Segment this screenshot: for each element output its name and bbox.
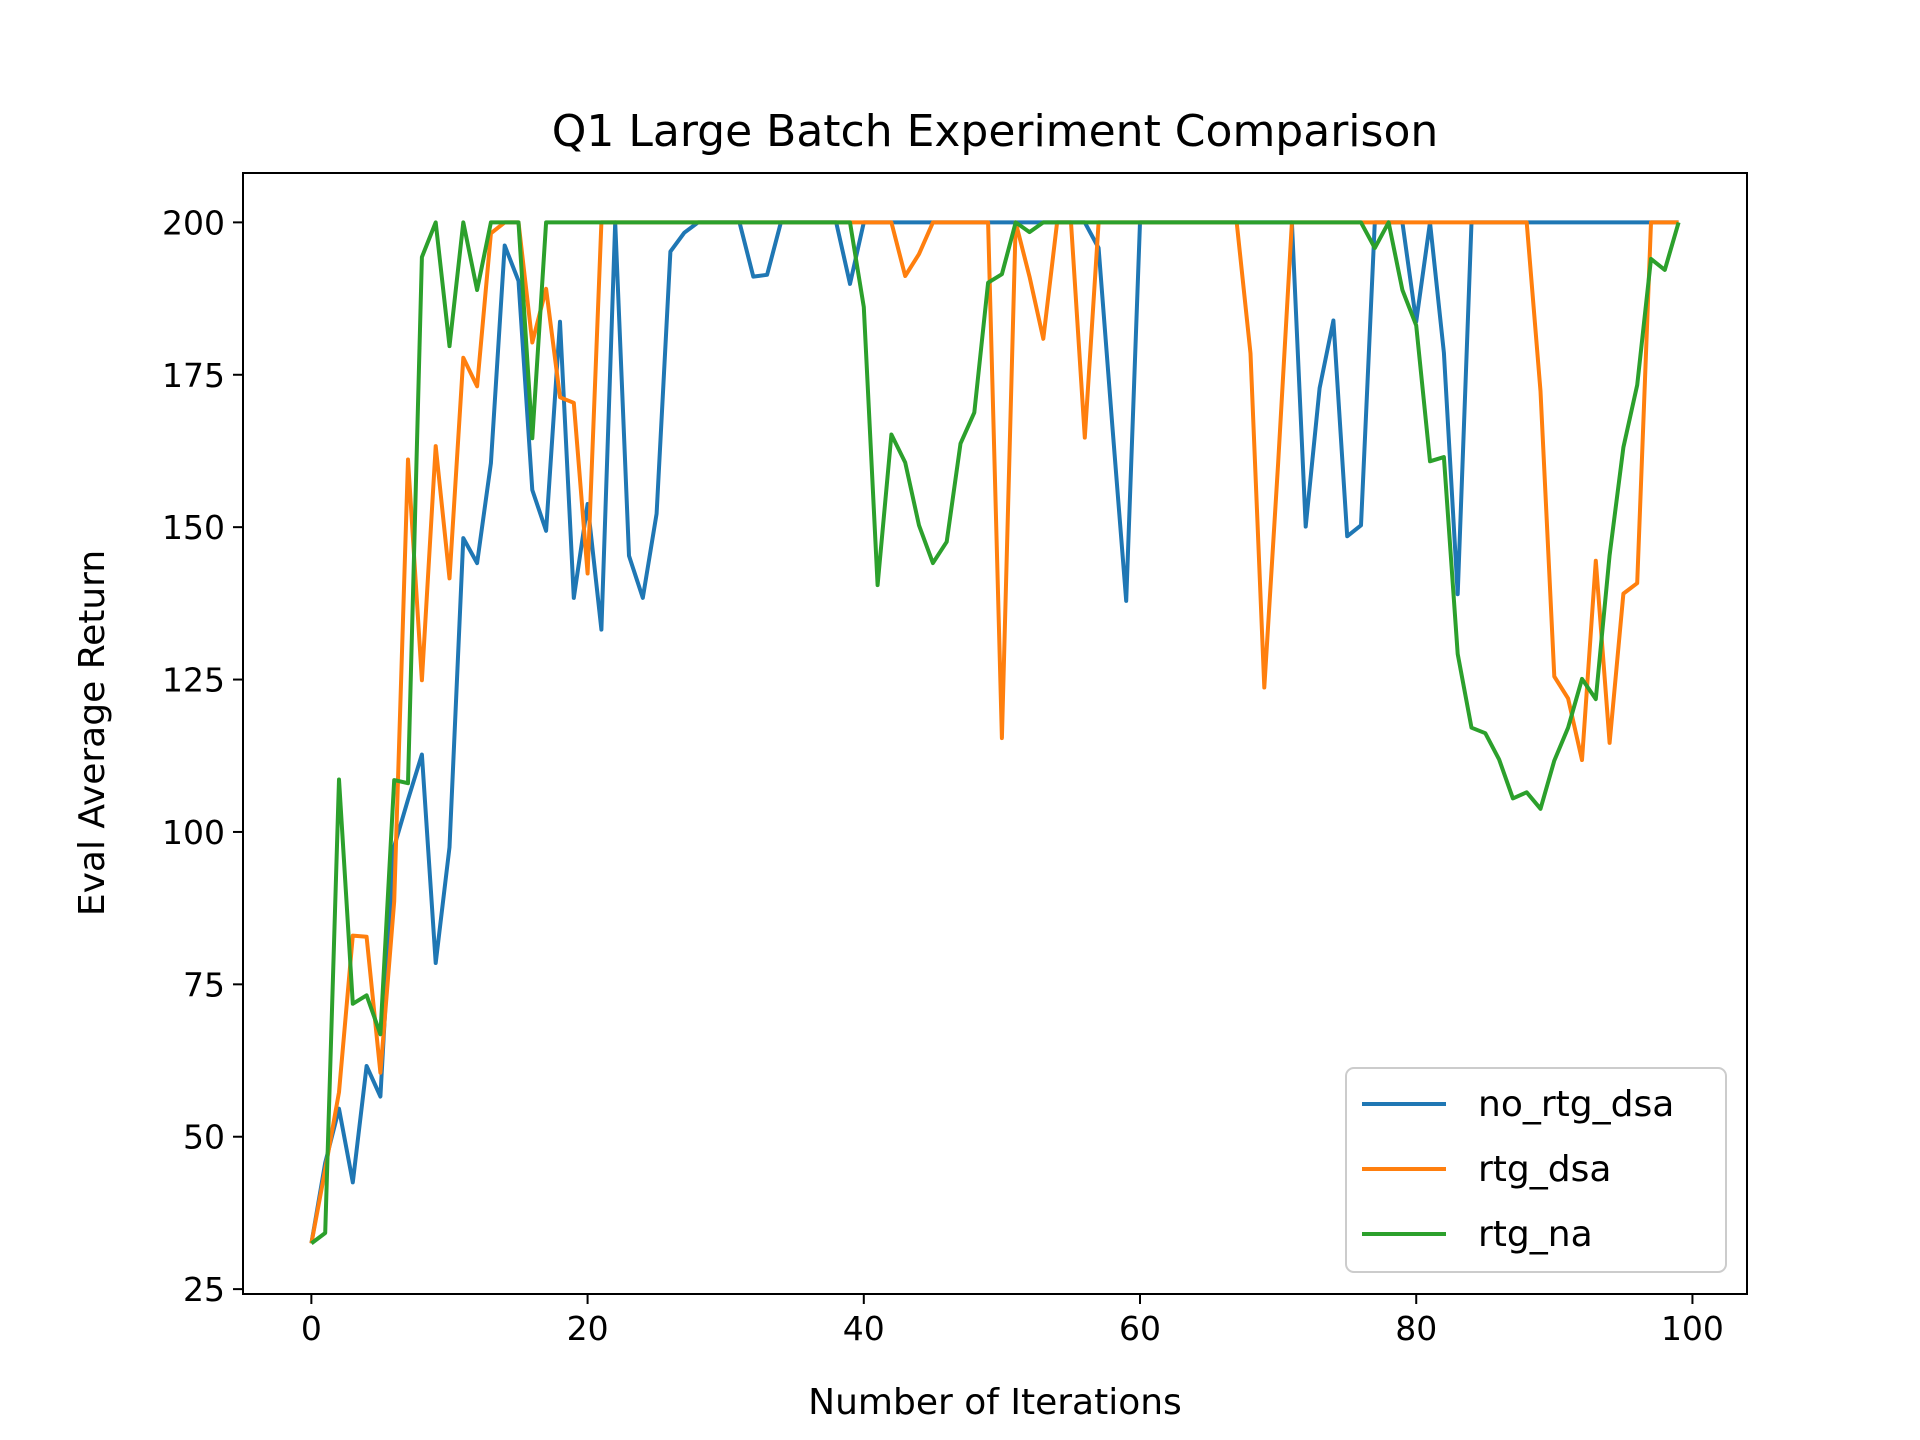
- y-axis-label: Eval Average Return: [72, 550, 113, 916]
- x-tick-label: 0: [301, 1309, 322, 1348]
- x-tick-label: 60: [1119, 1309, 1161, 1348]
- y-tick-label: 75: [183, 965, 225, 1004]
- legend-label-rtg-na: rtg_na: [1478, 1214, 1593, 1255]
- x-axis-label: Number of Iterations: [808, 1382, 1182, 1423]
- legend-label-no-rtg-dsa: no_rtg_dsa: [1478, 1084, 1674, 1125]
- y-tick-label: 25: [183, 1270, 225, 1309]
- x-tick-label: 100: [1661, 1309, 1724, 1348]
- legend: no_rtg_dsa rtg_dsa rtg_na: [1345, 1067, 1727, 1273]
- x-tick-label: 40: [843, 1309, 885, 1348]
- x-tick-label: 80: [1395, 1309, 1437, 1348]
- legend-box: [1345, 1067, 1727, 1273]
- series-line-no-rtg-dsa: [309, 220, 1679, 1244]
- plot-series-group: [309, 220, 1681, 1245]
- x-tick-label: 20: [567, 1309, 609, 1348]
- y-tick-label: 125: [162, 661, 225, 700]
- y-axis: 25 50 75 100 125 150 175 200: [162, 203, 243, 1309]
- chart-title: Q1 Large Batch Experiment Comparison: [552, 106, 1439, 157]
- x-axis: 0 20 40 60 80 100: [301, 1294, 1724, 1348]
- y-tick-label: 200: [162, 203, 225, 242]
- y-tick-label: 175: [162, 356, 225, 395]
- plot-frame: [242, 172, 1748, 1295]
- y-tick-label: 100: [162, 813, 225, 852]
- y-tick-label: 50: [183, 1118, 225, 1157]
- y-tick-label: 150: [162, 508, 225, 547]
- series-line-rtg-na: [310, 220, 1681, 1245]
- legend-label-rtg-dsa: rtg_dsa: [1478, 1149, 1611, 1190]
